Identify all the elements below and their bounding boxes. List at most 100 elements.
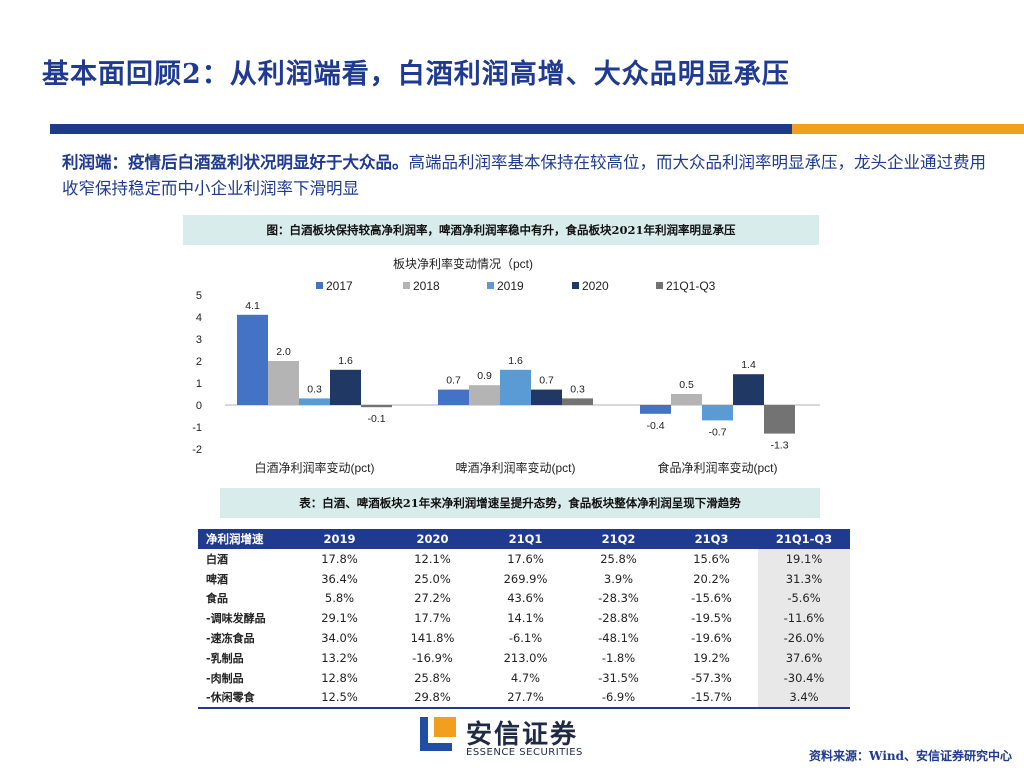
table-cell: 25.8% xyxy=(600,551,637,566)
table-cell: 27.7% xyxy=(479,687,572,710)
data-label: 1.6 xyxy=(338,355,353,367)
table-cell: -11.6% xyxy=(758,608,850,629)
bar xyxy=(702,405,733,421)
logo-mark-icon xyxy=(420,717,456,751)
table-cell: 29.8% xyxy=(386,687,479,710)
data-source: 资料来源：Wind、安信证券研究中心 xyxy=(809,749,1012,763)
table-cell: 14.1% xyxy=(507,611,544,626)
table-cell: -16.9% xyxy=(412,650,453,665)
table-cell: -1.8% xyxy=(601,650,636,665)
table-row-label: 啤酒 xyxy=(206,572,228,586)
table-cell: 12.1% xyxy=(414,551,451,566)
logo-text-en: ESSENCE SECURITIES xyxy=(466,747,583,758)
table-header-cell: 21Q3 xyxy=(665,529,758,549)
title-underline-orange xyxy=(792,124,1024,134)
data-label: 0.3 xyxy=(570,383,585,395)
x-category-label: 白酒净利润率变动(pct) xyxy=(254,460,374,475)
table-cell: 5.8% xyxy=(324,591,355,606)
logo-text-cn: 安信证券 xyxy=(466,720,579,750)
y-tick-label: 5 xyxy=(196,290,202,302)
bar xyxy=(299,398,330,405)
data-label: 0.7 xyxy=(446,375,461,387)
table-row: -肉制品 12.8% 25.8% 4.7% -31.5% -57.3% -30.4% xyxy=(198,667,850,688)
table-cell: 3.4% xyxy=(758,687,850,710)
figure-caption: 图：白酒板块保持较高净利润率，啤酒净利润率稳中有升，食品板块2021年利润率明显… xyxy=(183,215,819,245)
table-cell: 4.7% xyxy=(510,670,541,685)
table-cell: 17.7% xyxy=(414,611,451,626)
bar xyxy=(438,389,469,405)
table-cell: -6.9% xyxy=(572,687,665,710)
table-cell: 12.8% xyxy=(321,670,358,685)
table-cell: 36.4% xyxy=(321,571,358,586)
table-header-row: 净利润增速 2019 2020 21Q1 21Q2 21Q3 21Q1-Q3 xyxy=(198,529,850,549)
legend-swatch xyxy=(487,282,494,289)
table-cell: 12.5% xyxy=(293,687,386,710)
bar xyxy=(237,314,268,405)
table-cell: -15.7% xyxy=(665,687,758,710)
table-cell: 269.9% xyxy=(503,571,548,586)
table-header-cell: 21Q1-Q3 xyxy=(758,529,850,549)
table-row-label: 食品 xyxy=(206,592,228,606)
table-cell: 31.3% xyxy=(758,568,850,589)
table-cell: -15.6% xyxy=(691,591,732,606)
table-cell: 17.8% xyxy=(321,551,358,566)
table-cell: 25.0% xyxy=(414,571,451,586)
table-row-label: -调味发酵品 xyxy=(206,612,266,626)
legend-swatch xyxy=(572,282,579,289)
table-cell: -48.1% xyxy=(598,631,639,646)
table-row: 食品 5.8% 27.2% 43.6% -28.3% -15.6% -5.6% xyxy=(198,588,850,609)
bar xyxy=(361,405,392,408)
table-cell: 37.6% xyxy=(758,647,850,668)
table-row: -乳制品 13.2% -16.9% 213.0% -1.8% 19.2% 37.6% xyxy=(198,647,850,668)
legend-swatch xyxy=(316,282,323,289)
data-label: 0.5 xyxy=(679,379,694,391)
bar xyxy=(500,369,531,405)
table-cell: -6.1% xyxy=(508,631,543,646)
data-label: 1.4 xyxy=(741,359,756,371)
table-cell: 17.6% xyxy=(507,551,544,566)
bar xyxy=(764,405,795,434)
table-cell: -19.6% xyxy=(691,631,732,646)
table-header-cell: 2020 xyxy=(386,529,479,549)
table-cell: 3.9% xyxy=(603,571,634,586)
table-header-cell: 21Q2 xyxy=(572,529,665,549)
table-row: -休闲零食 12.5% 29.8% 27.7% -6.9% -15.7% 3.4% xyxy=(198,687,850,710)
data-label: -0.4 xyxy=(646,420,664,432)
data-label: -1.3 xyxy=(770,440,788,452)
y-tick-label: -2 xyxy=(192,444,202,456)
legend-label: 2020 xyxy=(582,279,609,293)
table-cell: -28.3% xyxy=(598,591,639,606)
table-cell: 29.1% xyxy=(321,611,358,626)
table-cell: 34.0% xyxy=(321,631,358,646)
net-margin-chart: 板块净利率变动情况（pct) 2017 2018 2019 2020 21Q1-Q3 5 4 3… xyxy=(192,256,820,475)
table-cell: -19.5% xyxy=(691,611,732,626)
y-tick-label: 2 xyxy=(196,356,202,368)
bar xyxy=(268,361,299,405)
bar xyxy=(330,369,361,405)
table-cell: 213.0% xyxy=(503,650,548,665)
table-caption: 表：白酒、啤酒板块21年来净利润增速呈提升态势，食品板块整体净利润呈现下滑趋势 xyxy=(220,488,820,518)
table-row-label: -休闲零食 xyxy=(198,687,293,710)
table-row-label: -肉制品 xyxy=(206,671,244,685)
data-label: 1.6 xyxy=(508,355,523,367)
table-cell: 19.2% xyxy=(693,650,730,665)
table-row-label: -乳制品 xyxy=(206,651,244,665)
bar xyxy=(671,394,702,405)
bar xyxy=(469,385,500,405)
bar xyxy=(562,398,593,405)
y-tick-label: 3 xyxy=(196,334,202,346)
title-underline-blue xyxy=(50,124,792,134)
legend-swatch xyxy=(403,282,410,289)
profit-growth-table: 净利润增速 2019 2020 21Q1 21Q2 21Q3 21Q1-Q3 白… xyxy=(198,529,850,710)
table-cell: -30.4% xyxy=(758,667,850,688)
data-label: 2.0 xyxy=(276,346,291,358)
data-label: 4.1 xyxy=(245,300,260,312)
y-tick-label: 0 xyxy=(196,400,202,412)
table-header-cell: 21Q1 xyxy=(479,529,572,549)
table-cell: 27.2% xyxy=(414,591,451,606)
bar xyxy=(531,389,562,405)
intro-paragraph: 利润端：疫情后白酒盈利状况明显好于大众品。高端品利润率基本保持在较高位，而大众品… xyxy=(62,150,997,202)
table-cell: -57.3% xyxy=(691,670,732,685)
table-row: -速冻食品 34.0% 141.8% -6.1% -48.1% -19.6% -26.0% xyxy=(198,628,850,648)
y-tick-label: 1 xyxy=(196,378,202,390)
